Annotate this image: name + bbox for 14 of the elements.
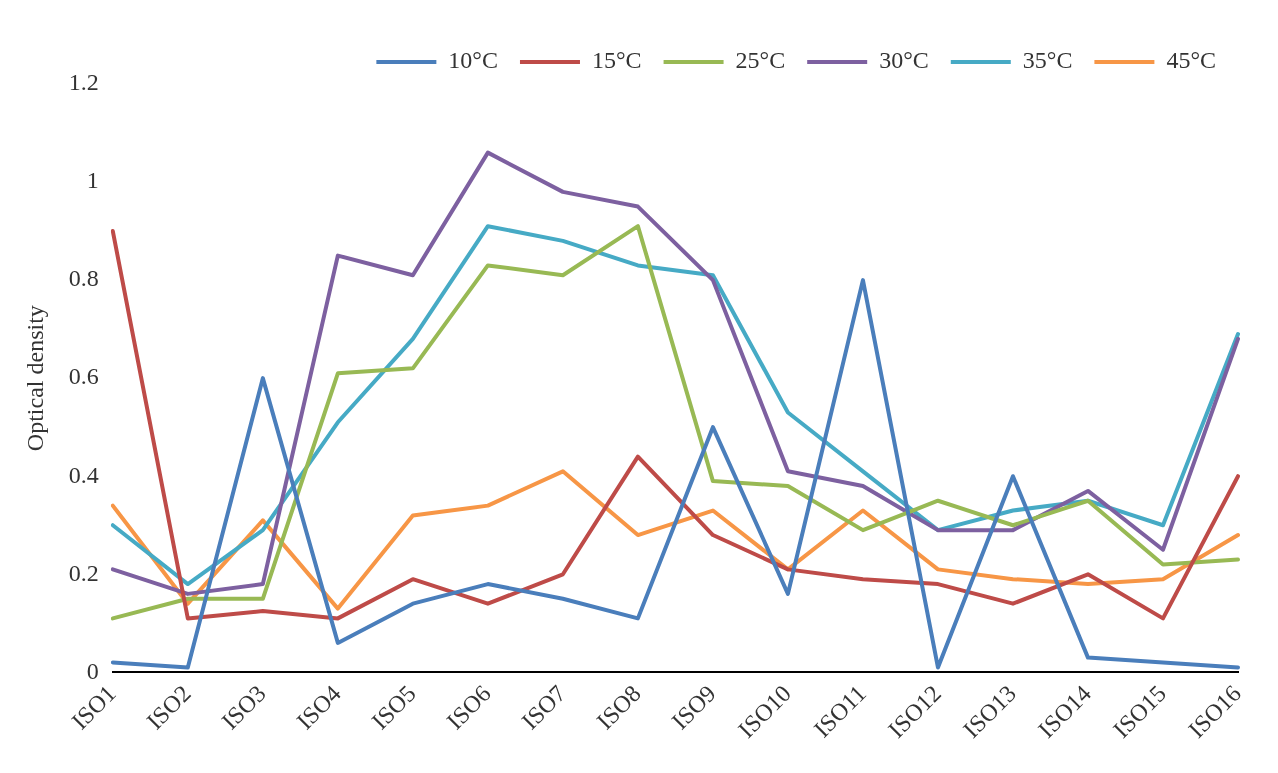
y-tick-label: 0.6 (68, 363, 99, 390)
legend-label: 15°C (591, 47, 642, 74)
y-tick-label: 0.2 (68, 559, 99, 586)
legend-label: 35°C (1022, 47, 1073, 74)
y-tick-label: 1 (86, 167, 99, 194)
y-axis-title: Optical density (21, 305, 48, 452)
legend-label: 25°C (735, 47, 786, 74)
legend-label: 10°C (448, 47, 498, 74)
y-tick-label: 0.8 (68, 265, 99, 292)
y-tick-label: 1.2 (68, 69, 99, 96)
y-tick-label: 0.4 (68, 461, 99, 488)
legend-label: 45°C (1166, 47, 1216, 74)
y-tick-label: 0 (86, 657, 99, 684)
legend-label: 30°C (879, 47, 929, 74)
